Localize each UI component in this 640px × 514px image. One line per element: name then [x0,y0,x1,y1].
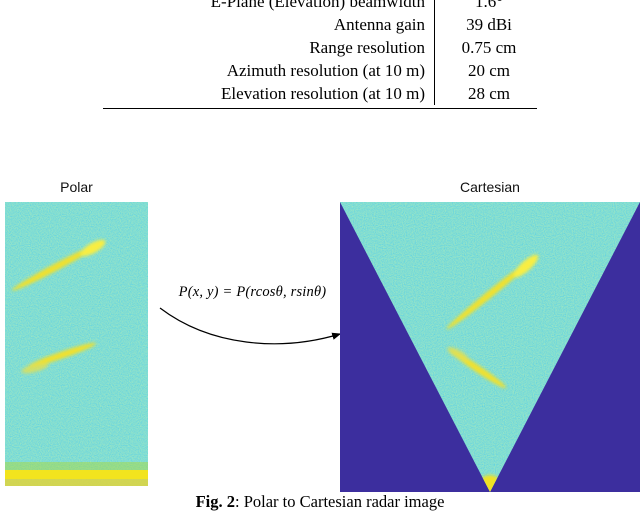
yellow-streak-faint [447,347,469,361]
spec-value: 39 dBi [466,15,512,34]
polar-radar-image [5,202,148,486]
bottom-band-green [5,462,148,470]
curved-arrow-icon [159,307,342,345]
yellow-streak [27,342,97,368]
figure-caption-text: : Polar to Cartesian radar image [235,492,445,511]
polar-noise-texture [5,202,148,486]
yellow-streak [446,258,534,330]
table-row: Elevation resolution (at 10 m) 28 cm [103,82,537,105]
cartesian-radar-image [340,202,640,492]
spec-label: E-Plane (Elevation) beamwidth [103,0,435,13]
spec-label: Azimuth resolution (at 10 m) [103,59,435,82]
yellow-streak-faint [21,362,49,374]
table-row: Range resolution 0.75 cm [103,36,537,59]
spec-label: Range resolution [103,36,435,59]
polar-yellow-streaks [11,239,106,374]
polar-image-label: Polar [60,179,93,195]
yellow-streak-blob [513,254,539,278]
table-row: Azimuth resolution (at 10 m) 20 cm [103,59,537,82]
figure-caption-number: Fig. 2 [195,492,236,511]
bottom-band-yellow [5,470,148,479]
spec-value: 0.75 cm [461,38,517,57]
spec-label: Antenna gain [103,13,435,36]
yellow-streak-blob [80,239,106,257]
arrow-path [159,307,342,345]
table-row: E-Plane (Elevation) beamwidth 1.6° [103,0,537,13]
cartesian-image-label: Cartesian [460,179,520,195]
specs-table: E-Plane (Elevation) beamwidth 1.6° Anten… [103,0,537,109]
figure-caption: Fig. 2: Polar to Cartesian radar image [0,492,640,512]
spec-value: 20 cm [467,61,511,80]
transform-formula: P(x, y) = P(rcosθ, rsinθ) [178,284,327,300]
spec-label: Elevation resolution (at 10 m) [103,82,435,105]
spec-value: 1.6° [474,0,504,11]
radar-fan-noise-texture [340,202,640,492]
bottom-band-dim [5,479,148,486]
table-row: Antenna gain 39 dBi [103,13,537,36]
yellow-streak [11,243,101,291]
spec-value: 28 cm [467,84,511,103]
